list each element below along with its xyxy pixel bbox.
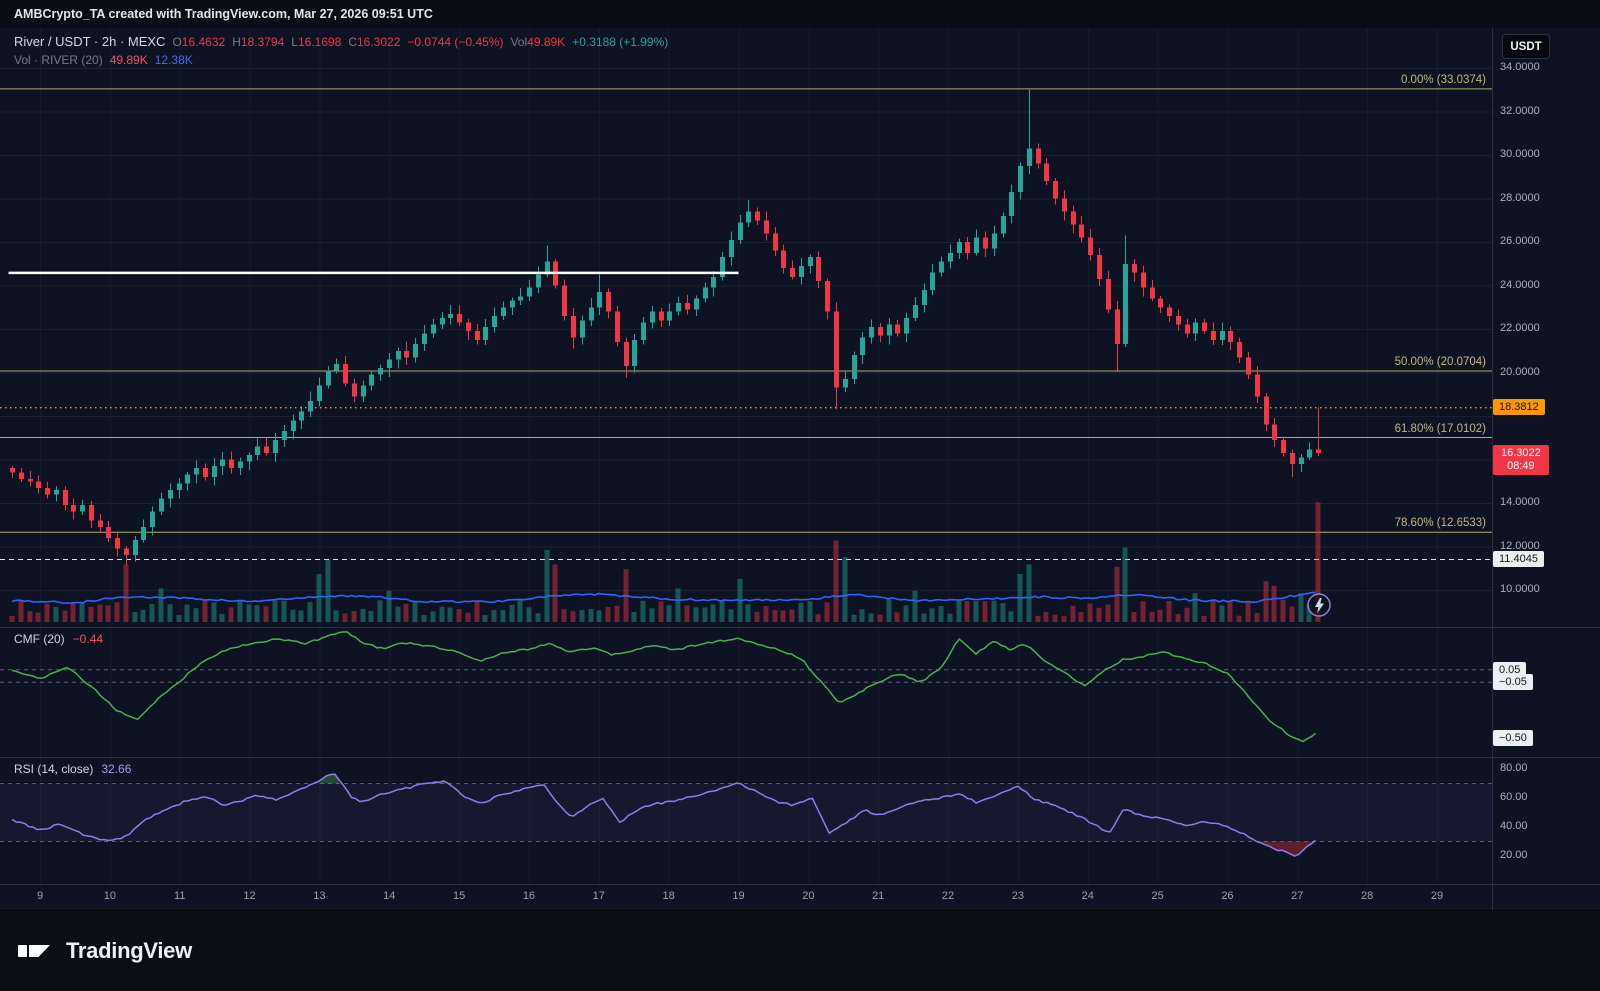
fib-level-label: 78.60% (12.6533) [1394,517,1486,530]
current-price-label: 16.3022 08:49 [1493,445,1549,475]
symbol-legend[interactable]: River / USDT · 2h · MEXC O16.4632 H18.37… [14,34,668,49]
price-axis-tick: 22.0000 [1500,322,1540,334]
rsi-axis-tick: 40.00 [1500,820,1528,832]
change-value: −0.0744 (−0.45%) [407,35,504,49]
bar-countdown: 08:49 [1507,460,1535,472]
cmf-title: CMF (20) [14,632,65,646]
cmf-axis-label: −0.05 [1493,674,1533,691]
time-axis-label: 14 [383,890,396,902]
rsi-line [11,773,1316,857]
cmf-value: −0.44 [72,632,104,646]
price-axis-tick: 34.0000 [1500,61,1540,73]
close-value: 16.3022 [357,35,401,49]
footer-bar: TradingView [0,910,1600,991]
time-axis-label: 20 [802,890,815,902]
cmf-legend[interactable]: CMF (20) −0.44 [14,632,103,646]
rsi-axis-tick: 80.00 [1500,762,1528,774]
price-axis-tick: 24.0000 [1500,278,1540,291]
tradingview-logo-icon [18,945,50,957]
rsi-title: RSI (14, close) [14,762,94,776]
time-axis-label: 18 [662,890,675,902]
high-label: H [232,35,241,49]
vol-change: +0.3188 (+1.99%) [572,35,669,49]
volume-legend[interactable]: Vol · RIVER (20) 49.89K 12.38K [14,53,193,67]
price-axis-tick: 30.0000 [1500,148,1540,160]
rsi-axis-tick: 60.00 [1500,791,1528,803]
price-axis-tick: 14.0000 [1500,496,1540,508]
fib-level-label: 0.00% (33.0374) [1400,73,1486,86]
price-axis-tick: 32.0000 [1500,104,1540,117]
price-axis-tick: 26.0000 [1500,235,1540,247]
tradingview-wordmark: TradingView [66,938,192,963]
orange-price-label: 18.3812 [1493,399,1545,415]
time-axis-label: 19 [732,890,745,902]
caption-text: AMBCrypto_TA created with TradingView.co… [14,7,433,21]
time-axis-label: 15 [452,890,466,902]
low-value: 16.1698 [297,35,342,49]
rsi-value: 32.66 [101,762,132,776]
candles-layer [10,88,1321,565]
price-axis-tick: 28.0000 [1500,191,1540,204]
time-axis-label: 22 [941,890,955,902]
cmf-axis-label: 0.05 [1493,661,1527,678]
dashed-price-label: 11.4045 [1493,551,1544,567]
time-axis-label: 13 [313,890,326,902]
time-axis-label: 21 [872,890,885,902]
volume-layer [9,502,1321,622]
fib-level-label: 50.00% (20.0704) [1394,355,1486,368]
close-label: C [348,35,357,49]
vol-label: Vol [510,35,528,49]
price-axis-tick: 20.0000 [1500,365,1540,378]
time-axis-label: 23 [1011,890,1025,902]
high-value: 18.3794 [240,35,285,49]
volume-current: 49.89K [109,53,148,67]
volume-indicator-label: Vol · RIVER (20) [14,53,103,67]
time-axis-label: 17 [592,890,605,902]
price-axis-tick: 10.0000 [1500,583,1540,595]
cmf-axis-label: −0.50 [1493,730,1533,746]
time-axis-label: 9 [36,890,44,902]
lightning-icon [1315,598,1324,613]
quick-trade-lightning-button[interactable] [1306,592,1332,618]
time-axis-label: 12 [243,890,256,902]
time-axis-label: 27 [1291,890,1304,902]
fib-level-label: 61.80% (17.0102) [1394,422,1486,435]
time-axis-label: 16 [522,890,536,902]
time-axis-label: 10 [103,890,116,902]
rsi-legend[interactable]: RSI (14, close) 32.66 [14,762,131,776]
rsi-axis-tick: 20.00 [1500,849,1528,861]
time-axis-label: 29 [1430,890,1444,902]
time-axis-label: 11 [173,890,186,902]
volume-ma-value: 12.38K [154,53,193,67]
time-axis-label: 25 [1151,890,1164,902]
currency-button[interactable]: USDT [1502,34,1550,59]
price-axis-tick: 12.0000 [1500,539,1540,552]
time-axis-label: 28 [1361,890,1374,902]
volume-ma-line [11,591,1316,604]
current-price-value: 16.3022 [1501,447,1541,459]
vol-value: 49.89K [527,35,566,49]
low-label: L [291,35,298,49]
open-value: 16.4632 [181,35,226,49]
time-axis-label: 24 [1081,890,1094,902]
cmf-line [11,631,1316,743]
open-label: O [172,35,182,49]
time-axis-label: 26 [1221,890,1234,902]
caption-bar: AMBCrypto_TA created with TradingView.co… [0,0,1600,28]
symbol-title: River / USDT · 2h · MEXC [14,34,166,49]
